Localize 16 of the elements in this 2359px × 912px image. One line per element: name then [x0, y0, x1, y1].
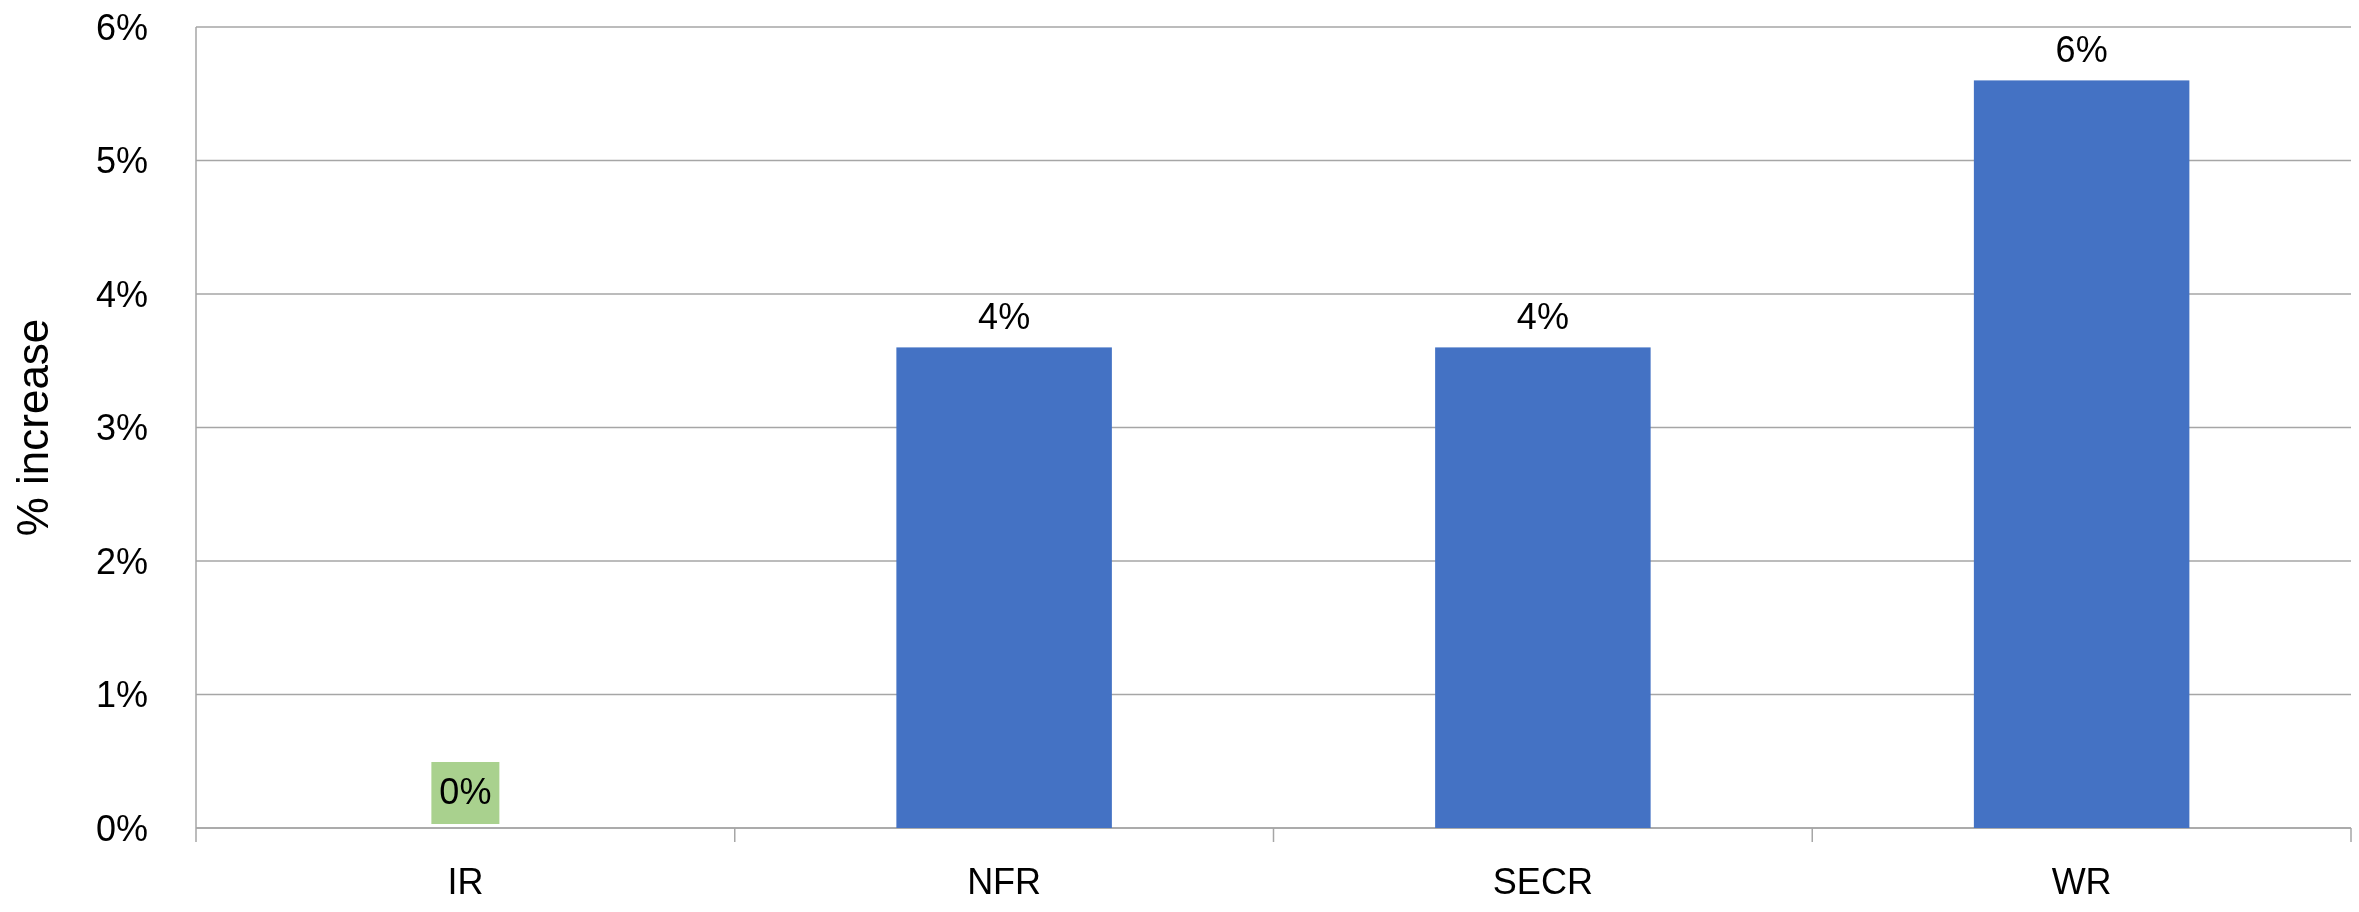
y-tick-label: 2%: [95, 540, 148, 582]
data-label: 0%: [439, 771, 492, 812]
data-label: 6%: [2055, 29, 2108, 71]
y-tick-label: 6%: [95, 6, 148, 48]
y-tick-label: 1%: [95, 674, 148, 716]
y-tick-label: 0%: [95, 807, 148, 849]
data-label: 4%: [1516, 296, 1569, 338]
x-tick-label: NFR: [967, 861, 1042, 902]
y-axis-title: % increase: [8, 318, 57, 537]
y-tick-label: 5%: [95, 140, 148, 182]
y-tick-label: 3%: [95, 407, 148, 449]
y-tick-label: 4%: [95, 273, 148, 315]
x-tick-label: IR: [447, 861, 484, 902]
data-label: 4%: [978, 296, 1031, 338]
x-tick-label: WR: [2051, 861, 2112, 902]
x-tick-label: SECR: [1492, 861, 1593, 902]
